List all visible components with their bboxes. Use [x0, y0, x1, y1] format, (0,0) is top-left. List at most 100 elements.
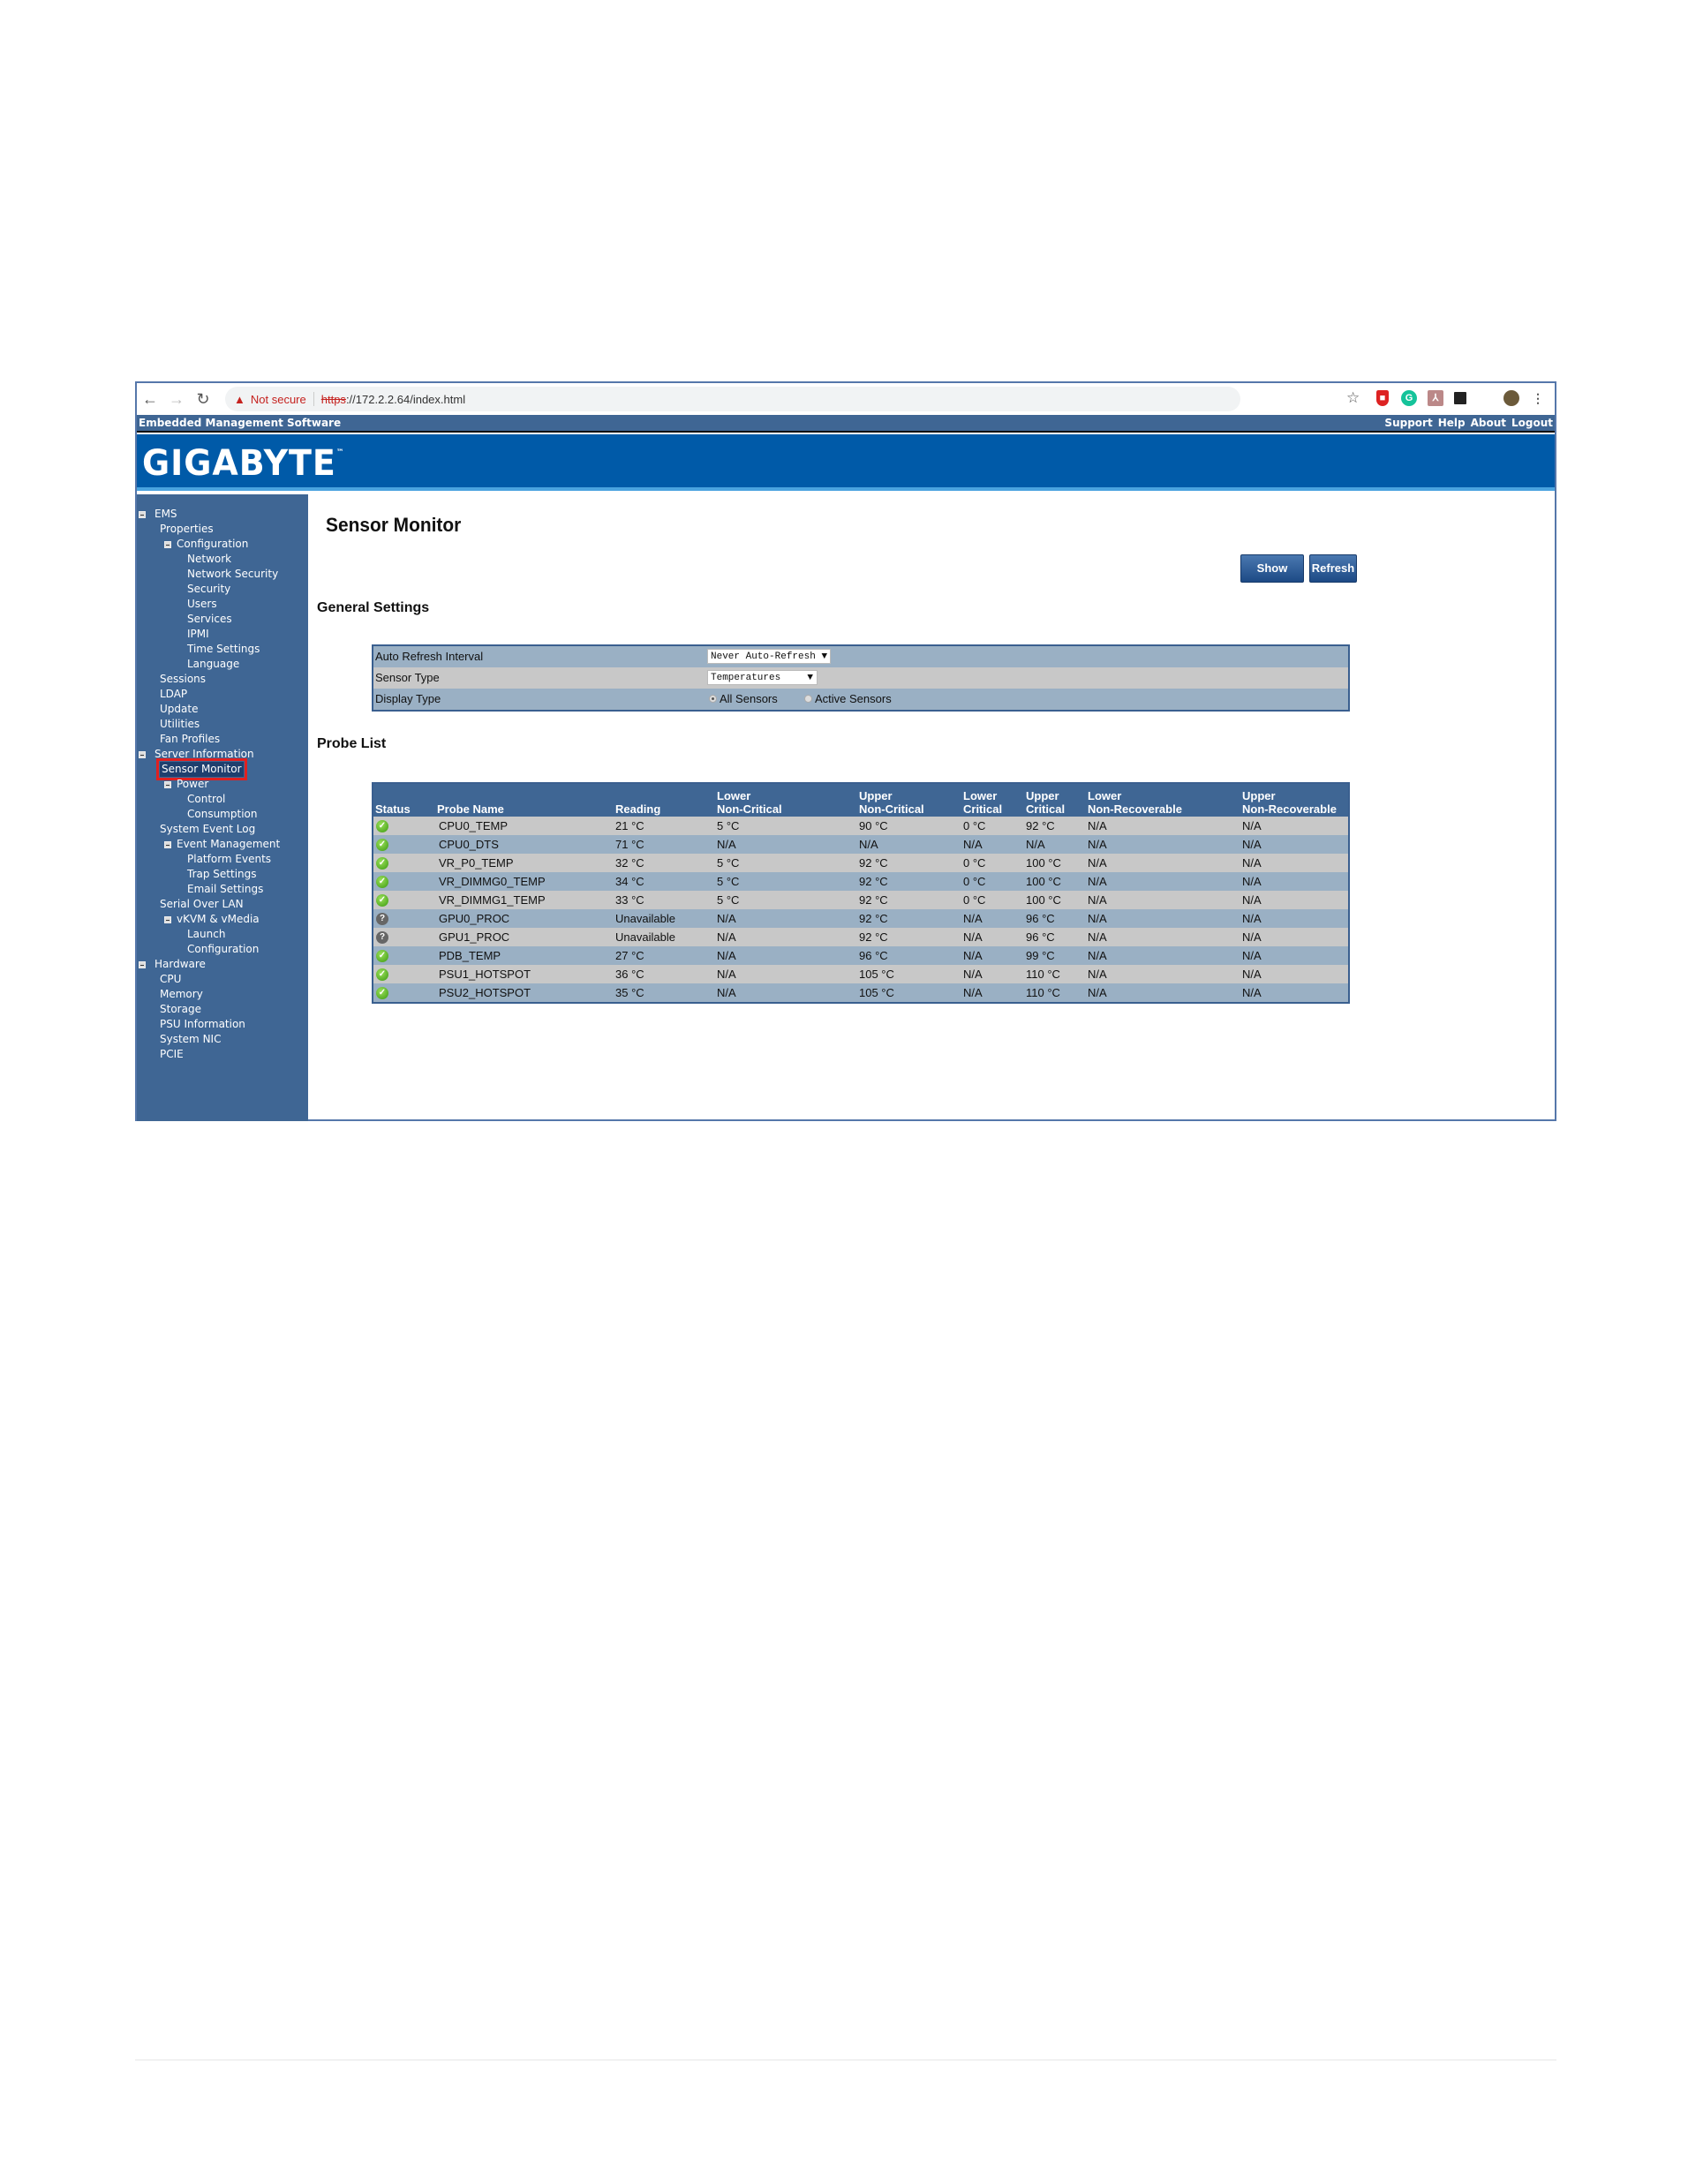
cell-value: N/A [1088, 893, 1107, 907]
grammarly-icon[interactable]: G [1401, 390, 1417, 406]
support-link[interactable]: Support [1384, 417, 1433, 429]
probe-name: GPU0_PROC [439, 912, 510, 925]
column-header: Probe Name [437, 802, 504, 816]
cell-value: 92 °C [859, 893, 888, 907]
cell-value: 0 °C [963, 856, 986, 870]
refresh-button[interactable]: Refresh [1309, 554, 1357, 583]
cell-value: N/A [1242, 819, 1262, 832]
sidebar-item-consumption[interactable]: Consumption [137, 807, 308, 822]
status-ok-icon: ✓ [376, 894, 388, 907]
column-header: Lower Non-Recoverable [1088, 789, 1182, 816]
sidebar-item-network[interactable]: Network [137, 552, 308, 567]
collapse-icon[interactable] [139, 961, 146, 968]
sidebar-item-launch[interactable]: Launch [137, 927, 308, 942]
back-icon[interactable]: ← [142, 389, 158, 408]
sidebar-item-ems[interactable]: EMS [137, 507, 308, 522]
profile-avatar[interactable] [1503, 390, 1519, 406]
sidebar-item-server-information[interactable]: Server Information [137, 747, 308, 762]
sidebar-item-hardware[interactable]: Hardware [137, 957, 308, 972]
cell-value: 0 °C [963, 819, 986, 832]
table-row: ✓ VR_P0_TEMP 32 °C 5 °C 92 °C 0 °C 100 °C N/A N/… [373, 854, 1348, 872]
shield-extension-icon[interactable]: ■ [1376, 390, 1389, 406]
sidebar-item-ipmi[interactable]: IPMI [137, 627, 308, 642]
cell-value: N/A [963, 912, 983, 925]
collapse-icon[interactable] [164, 781, 171, 788]
cell-value: N/A [1088, 838, 1107, 851]
collapse-icon[interactable] [164, 541, 171, 548]
sidebar-item-configuration[interactable]: Configuration [137, 942, 308, 957]
sidebar-item-cpu[interactable]: CPU [137, 972, 308, 987]
sidebar-item-label: Event Management [177, 838, 281, 850]
sidebar-item-time-settings[interactable]: Time Settings [137, 642, 308, 657]
gigabyte-logo: GIGABYTE™ [142, 443, 344, 484]
reload-icon[interactable]: ↻ [196, 389, 210, 408]
sidebar-item-language[interactable]: Language [137, 657, 308, 672]
sidebar-item-psu-information[interactable]: PSU Information [137, 1017, 308, 1032]
dropdown-arrow-icon: ▼ [807, 673, 813, 683]
sidebar-item-sessions[interactable]: Sessions [137, 672, 308, 687]
sidebar-item-security[interactable]: Security [137, 582, 308, 597]
sidebar-item-power[interactable]: Power [137, 777, 308, 792]
sidebar-item-trap-settings[interactable]: Trap Settings [137, 867, 308, 882]
about-link[interactable]: About [1470, 417, 1506, 429]
sidebar-item-storage[interactable]: Storage [137, 1002, 308, 1017]
logout-link[interactable]: Logout [1511, 417, 1553, 429]
sidebar-item-pcie[interactable]: PCIE [137, 1047, 308, 1062]
table-row: ✓ PSU2_HOTSPOT 35 °C N/A 105 °C N/A 110 °C N/A N… [373, 983, 1348, 1002]
sidebar-item-label: Configuration [177, 538, 249, 550]
cell-value: N/A [1242, 949, 1262, 962]
pdf-icon[interactable]: ⅄ [1428, 390, 1443, 406]
cell-value: N/A [717, 986, 736, 999]
sidebar-item-ldap[interactable]: LDAP [137, 687, 308, 702]
collapse-icon[interactable] [164, 916, 171, 923]
sidebar-item-fan-profiles[interactable]: Fan Profiles [137, 732, 308, 747]
cell-value: 92 °C [859, 930, 888, 944]
status-ok-icon: ✓ [376, 857, 388, 870]
sidebar-item-system-nic[interactable]: System NIC [137, 1032, 308, 1047]
cell-value: 96 °C [859, 949, 888, 962]
cell-value: 105 °C [859, 968, 894, 981]
collapse-icon[interactable] [164, 841, 171, 848]
star-icon[interactable]: ☆ [1346, 389, 1360, 406]
sidebar-item-platform-events[interactable]: Platform Events [137, 852, 308, 867]
sidebar-item-services[interactable]: Services [137, 612, 308, 627]
show-graph-button[interactable]: Show Graph [1240, 554, 1304, 601]
sidebar-item-users[interactable]: Users [137, 597, 308, 612]
sidebar-item-memory[interactable]: Memory [137, 987, 308, 1002]
sidebar-item-serial-over-lan[interactable]: Serial Over LAN [137, 897, 308, 912]
help-link[interactable]: Help [1437, 417, 1466, 429]
sidebar-item-control[interactable]: Control [137, 792, 308, 807]
forward-icon[interactable]: → [169, 389, 185, 408]
sidebar-item-label: Configuration [187, 943, 260, 955]
address-bar[interactable]: ▲ Not secure https://172.2.2.64/index.ht… [225, 387, 1240, 411]
sidebar-item-label: CPU [160, 973, 182, 985]
sidebar-item-properties[interactable]: Properties [137, 522, 308, 537]
sidebar-item-utilities[interactable]: Utilities [137, 717, 308, 732]
sidebar-item-label: System NIC [160, 1033, 222, 1045]
sidebar-item-email-settings[interactable]: Email Settings [137, 882, 308, 897]
table-row: ✓ PDB_TEMP 27 °C N/A 96 °C N/A 99 °C N/A N/A [373, 946, 1348, 965]
table-row: ? GPU0_PROC Unavailable N/A 92 °C N/A 96 °C N/A… [373, 909, 1348, 928]
sidebar-item-event-management[interactable]: Event Management [137, 837, 308, 852]
sidebar-item-sensor-monitor[interactable]: Sensor Monitor [137, 758, 308, 780]
sidebar-item-system-event-log[interactable]: System Event Log [137, 822, 308, 837]
collapse-icon[interactable] [139, 751, 146, 758]
sidebar-item-network-security[interactable]: Network Security [137, 567, 308, 582]
sidebar-item-update[interactable]: Update [137, 702, 308, 717]
sidebar-item-label: PSU Information [160, 1018, 245, 1030]
active-sensors-radio[interactable]: Active Sensors [804, 689, 892, 710]
all-sensors-radio[interactable]: All Sensors [709, 689, 778, 710]
column-header: Upper Non-Critical [859, 789, 924, 816]
collapse-icon[interactable] [139, 511, 146, 518]
sidebar-item-vkvm-vmedia[interactable]: vKVM & vMedia [137, 912, 308, 927]
warning-icon: ▲ [234, 392, 245, 406]
menu-icon[interactable]: ⋮ [1532, 391, 1544, 405]
cell-value: N/A [1242, 930, 1262, 944]
sensor-type-select[interactable]: Temperatures ▼ [707, 670, 818, 685]
auto-refresh-select[interactable]: Never Auto-Refresh ▼ [707, 649, 832, 664]
sidebar-item-configuration[interactable]: Configuration [137, 537, 308, 552]
reader-icon[interactable] [1454, 392, 1466, 404]
sidebar-item-label: Memory [160, 988, 203, 1000]
sidebar-item-label: Server Information [154, 748, 254, 760]
cell-value: 21 °C [615, 819, 644, 832]
